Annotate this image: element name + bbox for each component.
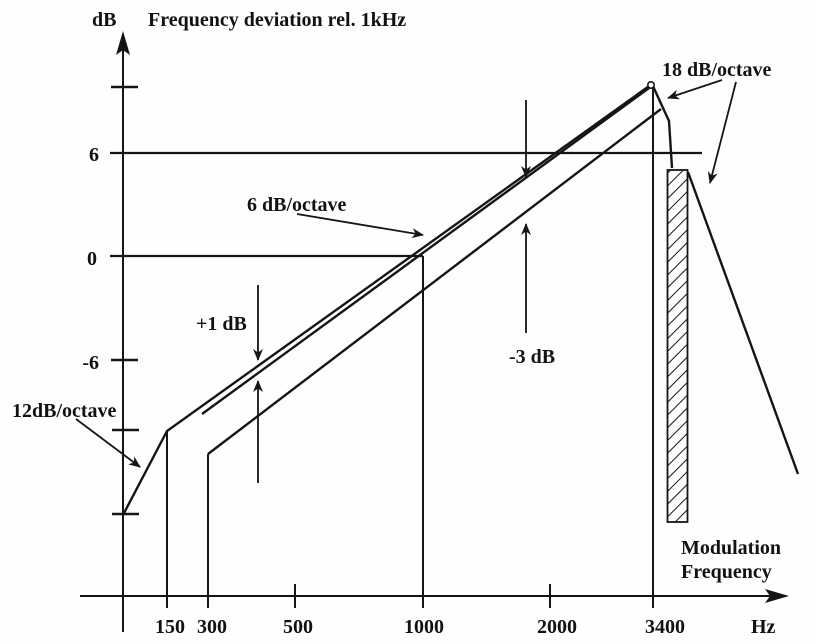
modulation-label-line2: Frequency [681, 561, 772, 583]
peak-node [646, 81, 655, 90]
modulation-label-line1: Modulation [681, 537, 781, 559]
y-tick-label-neg6: -6 [82, 352, 99, 374]
tolerance-minus3-label: -3 dB [509, 346, 555, 368]
x-axis-unit-label: Hz [751, 616, 776, 638]
y-axis-ticks [111, 85, 139, 516]
y-tick-label-0: 0 [87, 248, 97, 270]
pointer-arrows [75, 79, 737, 468]
x-tick-label-3400: 3400 [645, 616, 685, 638]
frequency-verticals [166, 86, 654, 608]
x-axis-ticks [294, 584, 551, 608]
x-tick-label-1000: 1000 [404, 616, 444, 638]
pointer-18db-edge [707, 81, 737, 184]
y-axis-unit-label: dB [92, 9, 116, 31]
upper-limit-line [121, 82, 674, 516]
slope-6-label: 6 dB/octave [247, 194, 347, 216]
x-tick-label-500: 500 [283, 616, 313, 638]
slope-18-label: 18 dB/octave [662, 59, 772, 81]
pointer-18db-peak [667, 79, 723, 100]
falling-edge-line [686, 171, 800, 475]
nominal-line [201, 87, 650, 415]
x-tick-label-150: 150 [155, 616, 185, 638]
x-tick-label-300: 300 [197, 616, 227, 638]
tolerance-plus1-label: +1 dB [196, 313, 247, 335]
slope-12-label: 12dB/octave [12, 400, 117, 422]
chart-title: Frequency deviation rel. 1kHz [148, 9, 406, 31]
pointer-6db [296, 213, 424, 239]
x-tick-label-2000: 2000 [537, 616, 577, 638]
pointer-12db [75, 418, 141, 468]
modulation-frequency-band [666, 169, 689, 523]
lower-limit-line [207, 108, 662, 455]
y-tick-label-6: 6 [89, 144, 99, 166]
